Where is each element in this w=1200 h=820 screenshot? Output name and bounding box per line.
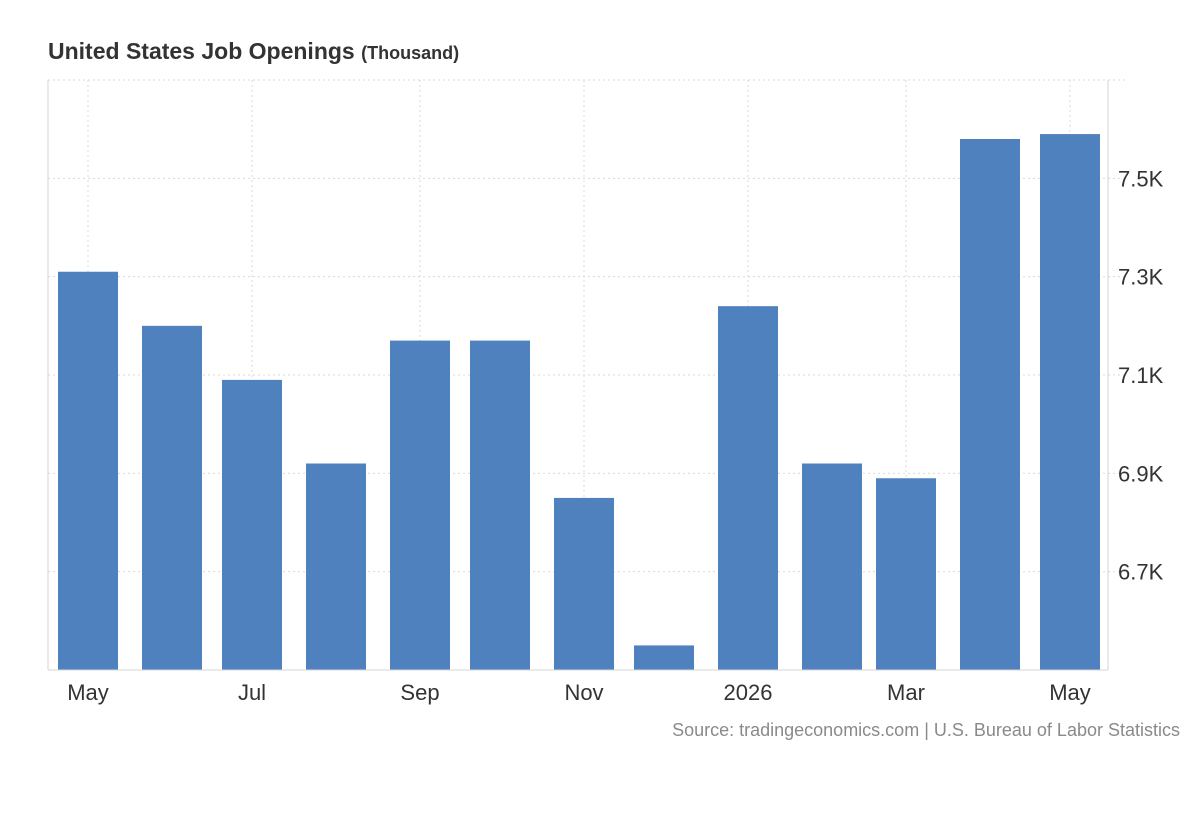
bar [634, 645, 694, 670]
chart-title-text: United States Job Openings [48, 38, 355, 64]
bar [142, 325, 202, 670]
bar [554, 497, 614, 670]
chart-title: United States Job Openings (Thousand) [48, 38, 459, 65]
x-tick-label: Sep [400, 680, 439, 705]
x-tick-label: Nov [564, 680, 603, 705]
y-axis-labels: 6.7K 6.9K 7.1K 7.3K 7.5K [1118, 166, 1164, 584]
x-tick-label: 2026 [724, 680, 773, 705]
x-tick-label: Mar [887, 680, 925, 705]
bar [470, 340, 530, 670]
bar [718, 306, 778, 670]
x-tick-label: Jul [238, 680, 266, 705]
x-tick-label: May [67, 680, 109, 705]
bar [390, 340, 450, 670]
y-tick-label: 6.9K [1118, 461, 1164, 486]
y-tick-label: 7.1K [1118, 363, 1164, 388]
y-tick-label: 7.3K [1118, 265, 1164, 290]
y-tick-label: 7.5K [1118, 166, 1164, 191]
source-note: Source: tradingeconomics.com | U.S. Bure… [672, 720, 1180, 740]
bar [960, 139, 1020, 670]
x-axis-labels: May Jul Sep Nov 2026 Mar May [67, 680, 1091, 705]
y-tick-label: 6.7K [1118, 560, 1164, 585]
bar [1040, 134, 1100, 671]
bar [306, 463, 366, 670]
bar [58, 271, 118, 670]
bar [802, 463, 862, 670]
bars [58, 134, 1100, 671]
bar [222, 379, 282, 670]
axes [47, 80, 1109, 671]
bar [876, 478, 936, 670]
chart-unit: (Thousand) [361, 43, 460, 63]
x-tick-label: May [1049, 680, 1091, 705]
